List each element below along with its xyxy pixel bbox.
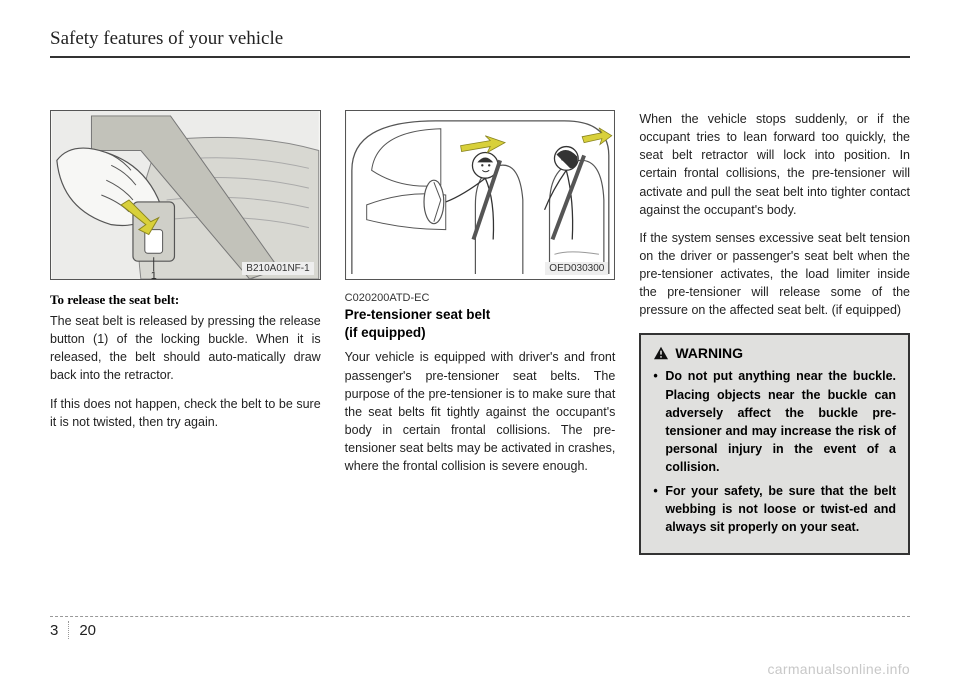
- figure-label: OED030300: [545, 262, 608, 275]
- header-title: Safety features of your vehicle: [50, 28, 910, 50]
- col3-paragraph-1: When the vehicle stops suddenly, or if t…: [639, 110, 910, 219]
- title-line-2: (if equipped): [345, 325, 426, 340]
- page-header: Safety features of your vehicle: [50, 28, 910, 58]
- release-paragraph-2: If this does not happen, check the belt …: [50, 395, 321, 431]
- callout-1: 1: [151, 270, 157, 279]
- content-columns: 1 B210A01NF-1 To release the seat belt: …: [50, 110, 910, 555]
- watermark: carmanualsonline.info: [768, 661, 911, 677]
- warning-box: WARNING Do not put anything near the buc…: [639, 333, 910, 554]
- warning-label: WARNING: [675, 345, 743, 361]
- section-number: 3: [50, 622, 58, 639]
- reference-code: C020200ATD-EC: [345, 292, 616, 304]
- footer-rule: [50, 616, 910, 617]
- page-numbers: 3 20: [50, 621, 910, 639]
- column-1: 1 B210A01NF-1 To release the seat belt: …: [50, 110, 321, 555]
- column-2: OED030300 C020200ATD-EC Pre-tensioner se…: [345, 110, 616, 555]
- warning-list: Do not put anything near the buckle. Pla…: [653, 367, 896, 536]
- col3-paragraph-2: If the system senses excessive seat belt…: [639, 229, 910, 320]
- figure-seatbelt-release: 1 B210A01NF-1: [50, 110, 321, 280]
- header-rule: [50, 56, 910, 58]
- warning-item: For your safety, be sure that the belt w…: [653, 482, 896, 536]
- pretensioner-illustration: [346, 111, 615, 279]
- column-3: When the vehicle stops suddenly, or if t…: [639, 110, 910, 555]
- figure-label: B210A01NF-1: [242, 262, 313, 275]
- page-footer: 3 20: [50, 616, 910, 639]
- release-subhead: To release the seat belt:: [50, 292, 321, 308]
- warning-heading: WARNING: [653, 345, 896, 361]
- warning-triangle-icon: [653, 346, 669, 360]
- page-separator: [68, 621, 69, 639]
- page-number: 20: [79, 622, 96, 639]
- title-line-1: Pre-tensioner seat belt: [345, 307, 491, 322]
- pretensioner-paragraph: Your vehicle is equipped with driver's a…: [345, 348, 616, 475]
- pretensioner-title: Pre-tensioner seat belt (if equipped): [345, 306, 616, 342]
- figure-pretensioner: OED030300: [345, 110, 616, 280]
- seatbelt-release-illustration: 1: [51, 111, 320, 279]
- release-paragraph-1: The seat belt is released by pressing th…: [50, 312, 321, 385]
- warning-item: Do not put anything near the buckle. Pla…: [653, 367, 896, 476]
